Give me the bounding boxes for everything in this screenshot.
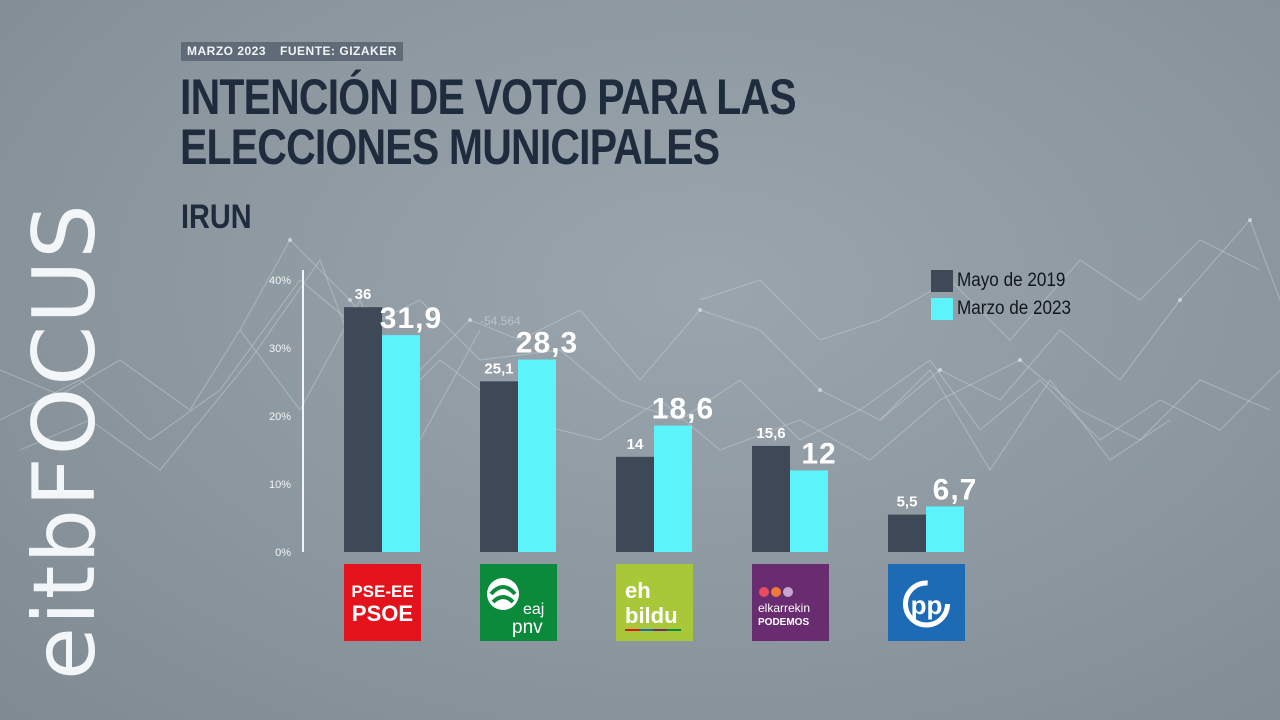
y-tick-label: 20% — [269, 411, 291, 423]
data-label-2023: 6,7 — [933, 473, 978, 506]
bar-2019 — [480, 381, 518, 552]
pnv-line1: eaj — [523, 601, 544, 618]
psoe-line1: PSE-EE — [351, 582, 413, 601]
legend-label-2023: Marzo de 2023 — [957, 298, 1072, 319]
data-label-2023: 18,6 — [652, 393, 714, 426]
bar-2023 — [926, 506, 964, 552]
data-label-2019: 5,5 — [897, 494, 918, 511]
y-tick-label: 10% — [269, 479, 291, 491]
bar-2019 — [616, 456, 654, 552]
bar-2023 — [790, 470, 828, 552]
legend-item-2023: Marzo de 2023 — [931, 295, 1084, 323]
logo-psoe: PSE-EE PSOE — [344, 564, 421, 641]
data-label-2019: 36 — [355, 286, 372, 303]
bar-2023 — [654, 425, 692, 552]
bar-2023 — [518, 359, 556, 552]
legend-swatch-2023 — [931, 298, 953, 320]
y-tick-label: 30% — [269, 343, 291, 355]
logo-pnv: eaj pnv — [480, 564, 557, 641]
chart-subtitle: IRUN — [181, 198, 252, 236]
psoe-line2: PSOE — [352, 601, 413, 626]
y-tick-label: 40% — [269, 275, 291, 287]
background-number: -54.564 — [480, 314, 521, 328]
meta-source: FUENTE: GIZAKER — [280, 44, 397, 58]
bar-2019 — [344, 307, 382, 552]
logo-podemos: elkarrekin PODEMOS — [752, 564, 829, 641]
pp-text: pp — [911, 590, 943, 620]
data-label-2019: 25,1 — [484, 360, 513, 377]
data-label-2019: 15,6 — [756, 425, 785, 442]
podemos-line2: PODEMOS — [758, 617, 809, 628]
y-tick-label: 0% — [275, 547, 291, 559]
chart-legend: Mayo de 2019 Marzo de 2023 — [931, 267, 1084, 323]
legend-item-2019: Mayo de 2019 — [931, 267, 1084, 295]
pnv-line2: pnv — [512, 617, 543, 638]
legend-swatch-2019 — [931, 270, 953, 292]
bildu-line1: eh — [625, 578, 651, 603]
bar-2019 — [752, 445, 790, 552]
bar-2023 — [382, 335, 420, 552]
data-label-2023: 12 — [801, 437, 836, 470]
logo-pp: pp — [888, 564, 965, 641]
meta-date: MARZO 2023 — [187, 44, 267, 58]
bildu-line2: bildu — [625, 603, 678, 628]
podemos-line1: elkarrekin — [758, 601, 810, 615]
data-label-2019: 14 — [627, 436, 644, 453]
logo-bildu: eh bildu — [616, 564, 693, 641]
source-badge: MARZO 2023 FUENTE: GIZAKER — [181, 42, 403, 61]
bar-2019 — [888, 514, 926, 552]
chart-title: INTENCIÓN DE VOTO PARA LAS ELECCIONES MU… — [180, 69, 797, 175]
legend-label-2019: Mayo de 2019 — [957, 270, 1066, 291]
data-label-2023: 31,9 — [380, 302, 442, 335]
data-label-2023: 28,3 — [516, 327, 578, 360]
